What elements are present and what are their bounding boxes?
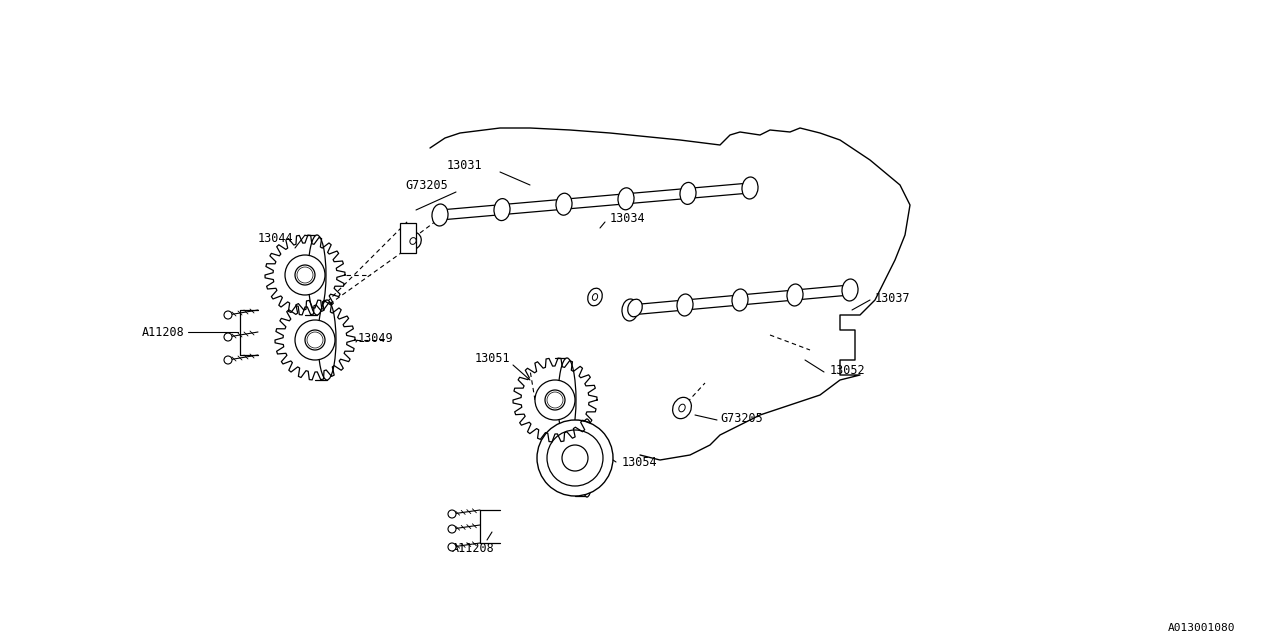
Ellipse shape — [410, 237, 416, 244]
Circle shape — [224, 311, 232, 319]
Text: A11208: A11208 — [452, 541, 494, 554]
Ellipse shape — [678, 404, 685, 412]
Ellipse shape — [556, 193, 572, 215]
Ellipse shape — [627, 300, 643, 317]
Ellipse shape — [742, 177, 758, 199]
Ellipse shape — [317, 300, 337, 380]
Ellipse shape — [593, 294, 598, 300]
Circle shape — [294, 320, 335, 360]
Ellipse shape — [580, 419, 594, 497]
Circle shape — [562, 445, 588, 471]
Circle shape — [550, 395, 561, 405]
Text: 13052: 13052 — [829, 364, 865, 376]
Text: 13031: 13031 — [447, 159, 483, 172]
Circle shape — [307, 332, 323, 348]
Ellipse shape — [787, 284, 803, 306]
Text: 13044: 13044 — [259, 232, 293, 244]
Ellipse shape — [404, 232, 421, 250]
Ellipse shape — [622, 299, 637, 321]
Circle shape — [448, 510, 456, 518]
Circle shape — [448, 543, 456, 551]
Circle shape — [285, 255, 325, 295]
Ellipse shape — [677, 294, 692, 316]
Ellipse shape — [558, 358, 576, 442]
Ellipse shape — [842, 279, 858, 301]
Text: A11208: A11208 — [142, 326, 186, 339]
Circle shape — [448, 525, 456, 533]
Circle shape — [545, 390, 564, 410]
Text: 13049: 13049 — [358, 332, 394, 344]
Text: 13051: 13051 — [475, 351, 509, 365]
Ellipse shape — [672, 397, 691, 419]
Text: 13054: 13054 — [622, 456, 658, 468]
Circle shape — [224, 333, 232, 341]
Circle shape — [224, 356, 232, 364]
Ellipse shape — [431, 204, 448, 226]
Ellipse shape — [308, 235, 326, 315]
Circle shape — [538, 420, 613, 496]
Text: A013001080: A013001080 — [1167, 623, 1235, 633]
Text: G73205: G73205 — [721, 412, 763, 424]
Text: 13034: 13034 — [611, 211, 645, 225]
Circle shape — [547, 430, 603, 486]
Circle shape — [300, 270, 310, 280]
Ellipse shape — [494, 198, 509, 221]
Circle shape — [297, 267, 314, 283]
Ellipse shape — [588, 288, 603, 306]
Circle shape — [535, 380, 575, 420]
Ellipse shape — [618, 188, 634, 210]
Circle shape — [310, 335, 320, 345]
Text: 13037: 13037 — [876, 291, 910, 305]
Text: G73205: G73205 — [404, 179, 448, 191]
Ellipse shape — [732, 289, 748, 311]
Ellipse shape — [680, 182, 696, 204]
Circle shape — [547, 392, 563, 408]
Circle shape — [294, 265, 315, 285]
FancyBboxPatch shape — [401, 223, 416, 253]
Circle shape — [305, 330, 325, 350]
